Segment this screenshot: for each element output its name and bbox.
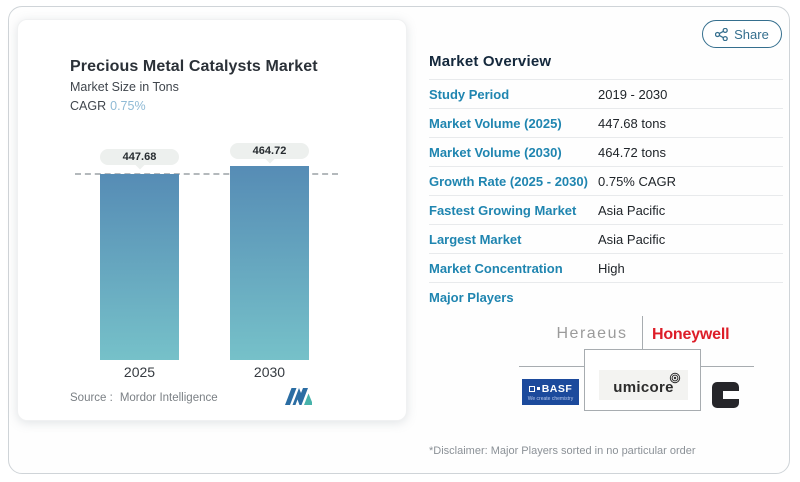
umicore-logo-box: umicore xyxy=(584,349,701,411)
row-value: Asia Pacific xyxy=(598,202,666,218)
table-row-market-volume-2025: Market Volume (2025) 447.68 tons xyxy=(429,109,783,138)
heraeus-logo: Heraeus xyxy=(556,325,628,342)
row-label: Market Concentration xyxy=(429,260,563,276)
disclaimer-text: *Disclaimer: Major Players sorted in no … xyxy=(429,445,696,457)
bar-2025 xyxy=(100,174,179,360)
black-c-mark-icon xyxy=(712,382,740,408)
row-value: Asia Pacific xyxy=(598,231,666,247)
table-row-major-players: Major Players xyxy=(429,283,783,312)
overview-table: Study Period 2019 - 2030 Market Volume (… xyxy=(429,79,783,312)
chart-title: Precious Metal Catalysts Market xyxy=(70,58,318,75)
cagr-label: CAGR xyxy=(70,99,107,113)
row-value: 2019 - 2030 xyxy=(598,86,668,102)
source-label: Source : xyxy=(70,392,113,404)
major-players-label: Major Players xyxy=(429,290,514,305)
basf-wordmark: BASF xyxy=(541,382,573,395)
row-label: Study Period xyxy=(429,86,510,102)
market-snapshot-card: Precious Metal Catalysts Market Market S… xyxy=(8,6,790,474)
basf-dot-icon xyxy=(536,387,540,390)
source-attribution: Source : Mordor Intelligence xyxy=(70,392,218,404)
axis-category-2030: 2030 xyxy=(253,364,286,380)
share-button[interactable]: Share xyxy=(702,20,782,48)
mordor-intelligence-logo-icon xyxy=(285,388,312,405)
source-value: Mordor Intelligence xyxy=(119,392,218,404)
row-value: 464.72 tons xyxy=(598,144,666,160)
basf-tagline: We create chemistry xyxy=(527,395,574,402)
black-c-mark-notch xyxy=(723,391,740,399)
value-label-2030: 464.72 xyxy=(230,143,309,159)
chart-cagr-line: CAGR 0.75% xyxy=(70,99,146,113)
row-label: Market Volume (2025) xyxy=(429,115,562,131)
value-label-2025: 447.68 xyxy=(100,149,179,165)
reference-dashed-line xyxy=(75,173,338,175)
table-row-largest-market: Largest Market Asia Pacific xyxy=(429,225,783,254)
players-horizontal-divider-left xyxy=(519,366,584,367)
basf-logo: BASF We create chemistry xyxy=(522,379,579,405)
row-value: 447.68 tons xyxy=(598,115,666,131)
chart-subtitle: Market Size in Tons xyxy=(70,80,179,94)
basf-square-icon xyxy=(528,385,535,392)
row-value: High xyxy=(598,260,625,276)
share-nodes-icon xyxy=(715,27,728,41)
umicore-spiral-icon xyxy=(669,372,681,384)
players-horizontal-divider-right xyxy=(701,366,754,367)
table-row-market-concentration: Market Concentration High xyxy=(429,254,783,283)
cagr-value: 0.75% xyxy=(110,99,146,113)
players-vertical-divider xyxy=(642,316,643,349)
honeywell-logo: Honeywell xyxy=(652,326,730,343)
overview-heading: Market Overview xyxy=(429,53,552,70)
row-label: Growth Rate (2025 - 2030) xyxy=(429,173,588,189)
table-row-study-period: Study Period 2019 - 2030 xyxy=(429,80,783,109)
share-button-label: Share xyxy=(734,26,769,42)
row-label: Largest Market xyxy=(429,231,522,247)
chart-card: Precious Metal Catalysts Market Market S… xyxy=(17,19,407,421)
umicore-logo: umicore xyxy=(599,370,688,400)
axis-category-2025: 2025 xyxy=(123,364,156,380)
table-row-market-volume-2030: Market Volume (2030) 464.72 tons xyxy=(429,138,783,167)
bar-2030 xyxy=(230,166,309,360)
bar-chart-plot: 447.68 464.72 xyxy=(18,140,408,360)
umicore-wordmark: umicore xyxy=(613,379,674,396)
basf-wordmark-row: BASF xyxy=(528,382,573,395)
row-label: Market Volume (2030) xyxy=(429,144,562,160)
table-row-fastest-growing-market: Fastest Growing Market Asia Pacific xyxy=(429,196,783,225)
row-value: 0.75% CAGR xyxy=(598,173,677,189)
row-label: Fastest Growing Market xyxy=(429,202,577,218)
table-row-growth-rate: Growth Rate (2025 - 2030) 0.75% CAGR xyxy=(429,167,783,196)
